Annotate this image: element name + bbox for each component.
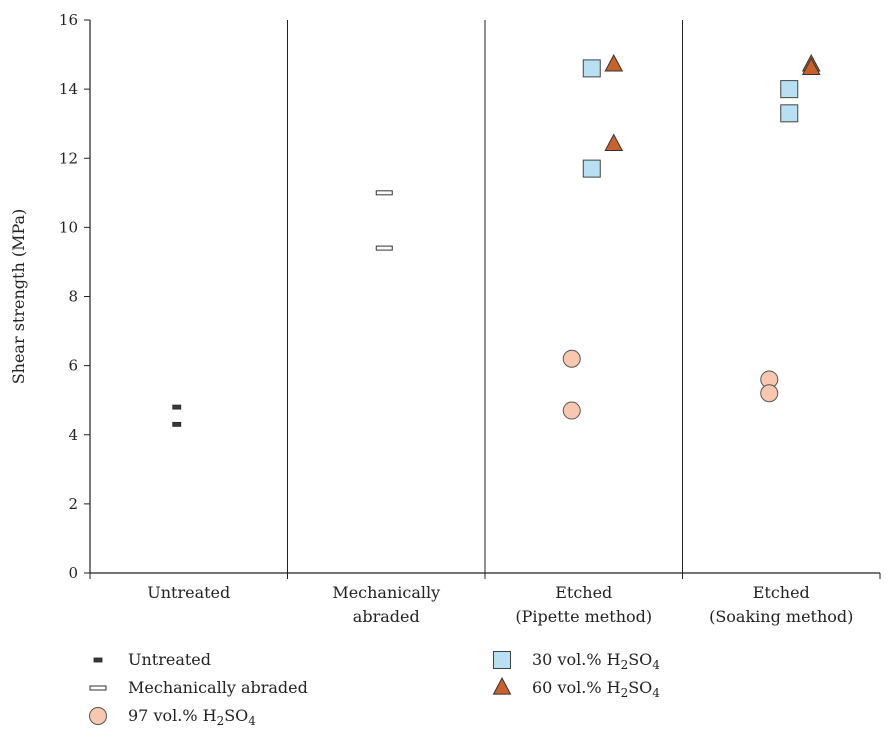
x-category-label: (Soaking method) [709, 607, 853, 626]
data-point [375, 190, 393, 196]
data-point [801, 57, 821, 75]
y-tick-label: 0 [68, 564, 78, 582]
axes: 0 2 4 6 8 10 12 14 16 Untreated Mechanically abrade… [9, 11, 881, 626]
x-category-label: (Pipette method) [515, 607, 652, 626]
y-tick-label: 12 [59, 149, 78, 167]
y-tick-label: 6 [68, 357, 78, 375]
x-category-label: Untreated [147, 583, 230, 602]
legend-marker [89, 685, 107, 691]
y-tick-label: 2 [68, 495, 78, 513]
data-point [562, 401, 581, 420]
data-point [780, 104, 799, 123]
legend: Untreated Mechanically abraded 97 vol.% H2… [89, 650, 660, 728]
legend-marker [93, 657, 103, 663]
data-point [604, 53, 624, 72]
legend-label: Untreated [128, 650, 211, 669]
data-point [604, 133, 624, 152]
y-tick-label: 10 [59, 218, 78, 236]
legend-label: Mechanically abraded [128, 678, 308, 697]
y-tick-label: 14 [59, 80, 78, 98]
x-category-label: Mechanically [332, 583, 440, 602]
x-category-label: Etched [753, 583, 810, 602]
y-axis-label: Shear strength (MPa) [9, 209, 28, 385]
data-point [172, 404, 182, 410]
data-point [582, 59, 601, 78]
data-point [562, 349, 581, 368]
legend-label: 97 vol.% H2SO4 [128, 706, 256, 728]
data-point [582, 159, 601, 178]
data-point [760, 384, 779, 403]
legend-marker [493, 651, 511, 669]
data-point [780, 80, 799, 99]
data-marks [172, 53, 821, 427]
legend-label: 30 vol.% H2SO4 [532, 650, 660, 672]
legend-label: 60 vol.% H2SO4 [532, 678, 660, 700]
data-point [375, 245, 393, 251]
y-tick-label: 4 [68, 426, 78, 444]
data-point [172, 421, 182, 427]
y-tick-label: 16 [59, 11, 78, 29]
x-category-label: Etched [555, 583, 612, 602]
x-category-label: abraded [353, 607, 420, 626]
legend-marker [492, 677, 512, 695]
legend-marker [89, 707, 107, 725]
y-tick-label: 8 [68, 288, 78, 306]
